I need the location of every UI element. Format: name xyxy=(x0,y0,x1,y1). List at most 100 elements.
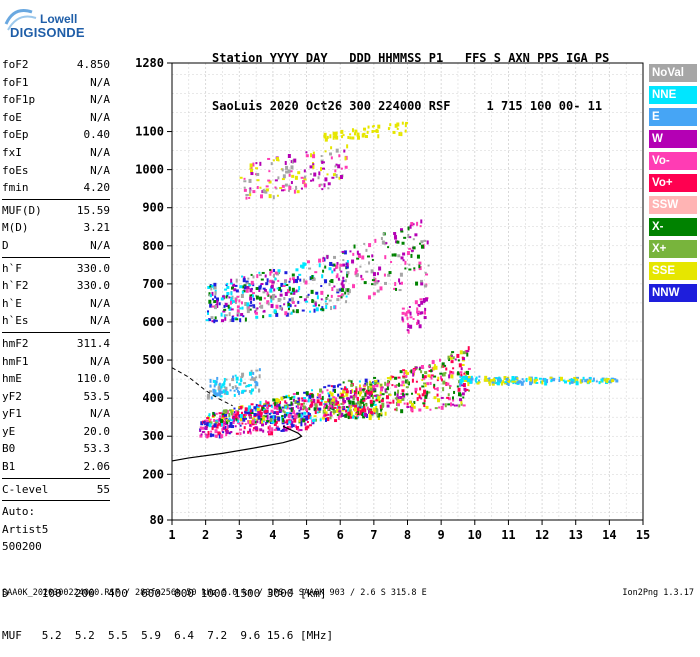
echo-point xyxy=(370,390,373,395)
param-name: D xyxy=(2,238,9,252)
param-name: C-level xyxy=(2,482,49,496)
echo-point xyxy=(204,425,208,430)
echo-point xyxy=(404,267,407,270)
echo-point xyxy=(334,419,338,423)
echo-point xyxy=(234,298,237,303)
echo-point xyxy=(333,255,337,259)
echo-point xyxy=(273,309,277,314)
echo-point xyxy=(281,428,285,432)
echo-point xyxy=(417,312,420,315)
echo-point xyxy=(352,284,356,289)
echo-point xyxy=(223,377,226,382)
echo-point xyxy=(290,291,294,294)
echo-point xyxy=(303,411,307,415)
echo-point xyxy=(244,407,248,412)
echo-point xyxy=(249,192,252,197)
echo-point xyxy=(400,230,404,233)
echo-point xyxy=(227,304,230,309)
echo-point xyxy=(297,171,301,175)
echo-point xyxy=(312,304,316,307)
x-tick-label: 12 xyxy=(535,528,549,542)
echo-point xyxy=(405,393,409,396)
echo-point xyxy=(453,404,456,407)
echo-point xyxy=(233,411,236,414)
echo-point xyxy=(499,379,502,382)
echo-point xyxy=(209,421,213,425)
echo-point xyxy=(433,386,436,389)
echo-point xyxy=(423,284,427,288)
echo-point xyxy=(276,287,279,290)
echo-point xyxy=(444,364,447,367)
echo-point xyxy=(344,279,347,283)
echo-point xyxy=(270,284,274,288)
echo-point xyxy=(412,223,415,226)
echo-point xyxy=(364,134,368,138)
echo-point xyxy=(255,382,259,387)
echo-point xyxy=(298,413,301,418)
echo-point xyxy=(546,379,549,384)
echo-point xyxy=(347,379,351,382)
echo-point xyxy=(324,403,328,407)
echo-point xyxy=(220,434,224,439)
param-value: 110.0 xyxy=(76,372,110,386)
echo-point xyxy=(267,426,270,430)
echo-point xyxy=(323,183,326,188)
echo-point xyxy=(252,429,255,432)
echo-point xyxy=(385,395,389,400)
echo-point xyxy=(336,288,340,292)
echo-point xyxy=(311,420,314,423)
echo-point xyxy=(328,405,332,409)
echo-point xyxy=(528,376,531,381)
echo-point xyxy=(272,195,275,200)
echo-point xyxy=(246,286,250,290)
echo-point xyxy=(236,309,240,314)
echo-point xyxy=(419,387,422,391)
echo-point xyxy=(406,406,410,409)
echo-point xyxy=(230,286,234,290)
echo-point xyxy=(235,318,239,321)
echo-point xyxy=(320,167,323,172)
echo-point xyxy=(372,407,376,412)
param-name: B1 xyxy=(2,460,16,474)
echo-point xyxy=(335,163,338,166)
echo-point xyxy=(420,311,424,315)
echo-point xyxy=(339,175,343,180)
echo-point xyxy=(305,151,308,154)
echo-point xyxy=(361,411,365,416)
echo-point xyxy=(372,388,376,391)
echo-point xyxy=(378,400,381,404)
echo-point xyxy=(244,410,248,414)
echo-point xyxy=(326,173,329,176)
echo-point xyxy=(375,396,378,399)
echo-point xyxy=(213,418,216,422)
echo-point xyxy=(434,365,438,370)
echo-point xyxy=(250,172,254,176)
echo-point xyxy=(229,421,233,426)
echo-point xyxy=(354,391,358,394)
echo-point xyxy=(300,176,304,179)
echo-point xyxy=(349,250,352,253)
echo-point xyxy=(416,393,420,396)
echo-point xyxy=(257,411,260,414)
echo-point xyxy=(345,295,348,298)
echo-point xyxy=(423,399,426,403)
echo-point xyxy=(323,403,326,406)
echo-point xyxy=(326,297,329,300)
echo-point xyxy=(290,165,294,170)
echo-point xyxy=(447,355,450,360)
echo-point xyxy=(354,416,358,420)
echo-point xyxy=(279,305,282,308)
echo-point xyxy=(318,258,322,263)
echo-point xyxy=(324,417,327,422)
echo-point xyxy=(389,123,392,127)
echo-point xyxy=(250,411,254,414)
echo-point xyxy=(233,288,237,292)
echo-point xyxy=(474,377,477,382)
echo-point xyxy=(355,268,358,272)
echo-point xyxy=(376,289,380,293)
echo-point xyxy=(321,274,324,279)
echo-point xyxy=(328,283,331,287)
x-tick-label: 2 xyxy=(202,528,209,542)
echo-point xyxy=(290,421,294,426)
echo-point xyxy=(356,416,359,419)
